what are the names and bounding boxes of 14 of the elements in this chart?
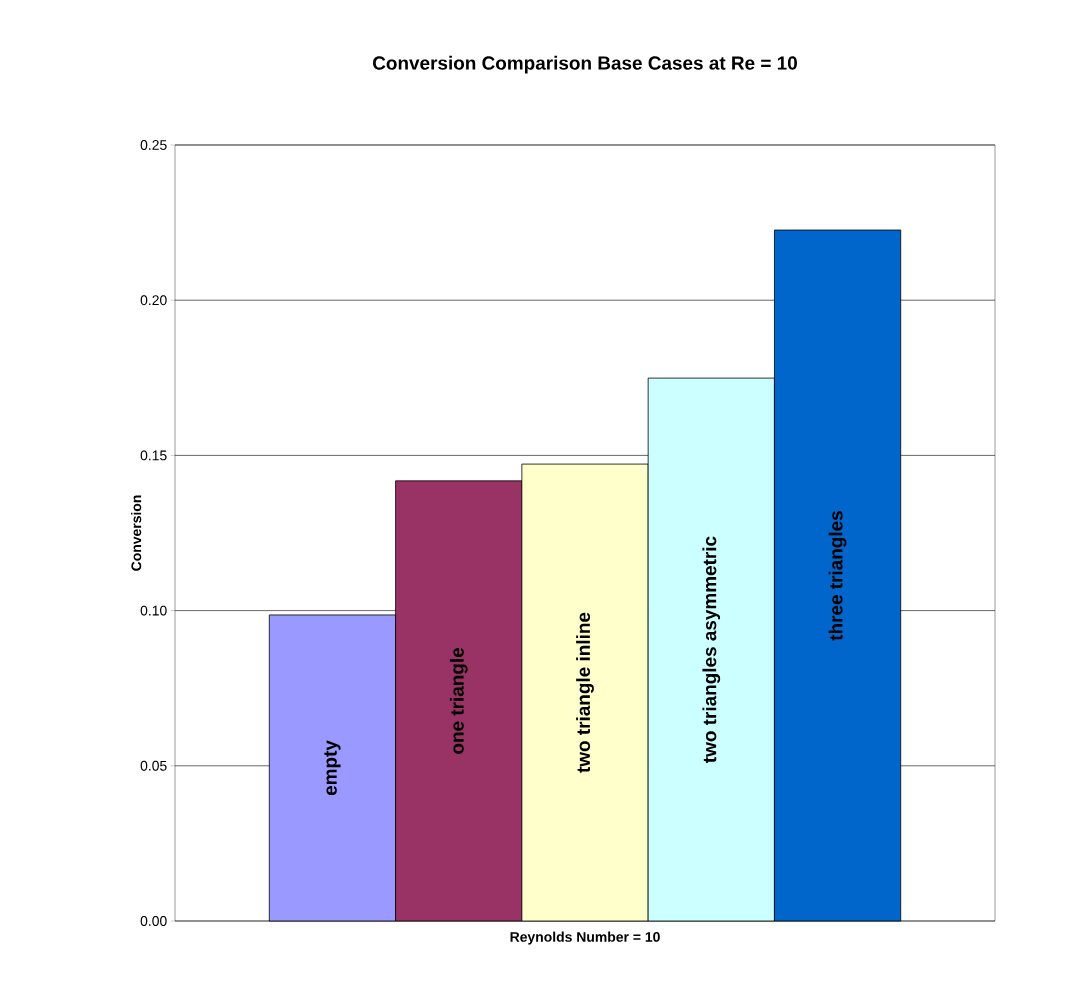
y-tick-label: 0.25	[140, 140, 167, 150]
x-axis-title: Reynolds Number = 10	[510, 931, 660, 945]
series-label: three triangles	[828, 511, 847, 641]
series-label: two triangle inline	[576, 612, 594, 773]
chart-title: Conversion Comparison Base Cases at Re = 10	[373, 55, 797, 74]
series-label: two triangles asymmetric	[702, 536, 721, 763]
series-label: one triangle	[449, 647, 468, 754]
y-axis-title: Conversion	[131, 495, 142, 571]
y-tick-label: 0.15	[140, 450, 167, 461]
y-tick-label: 0.20	[140, 295, 167, 306]
series-label: empty	[324, 740, 341, 796]
y-tick-label: 0.10	[140, 605, 167, 616]
y-tick-label: 0.00	[140, 916, 167, 926]
y-tick-label: 0.05	[140, 760, 167, 771]
